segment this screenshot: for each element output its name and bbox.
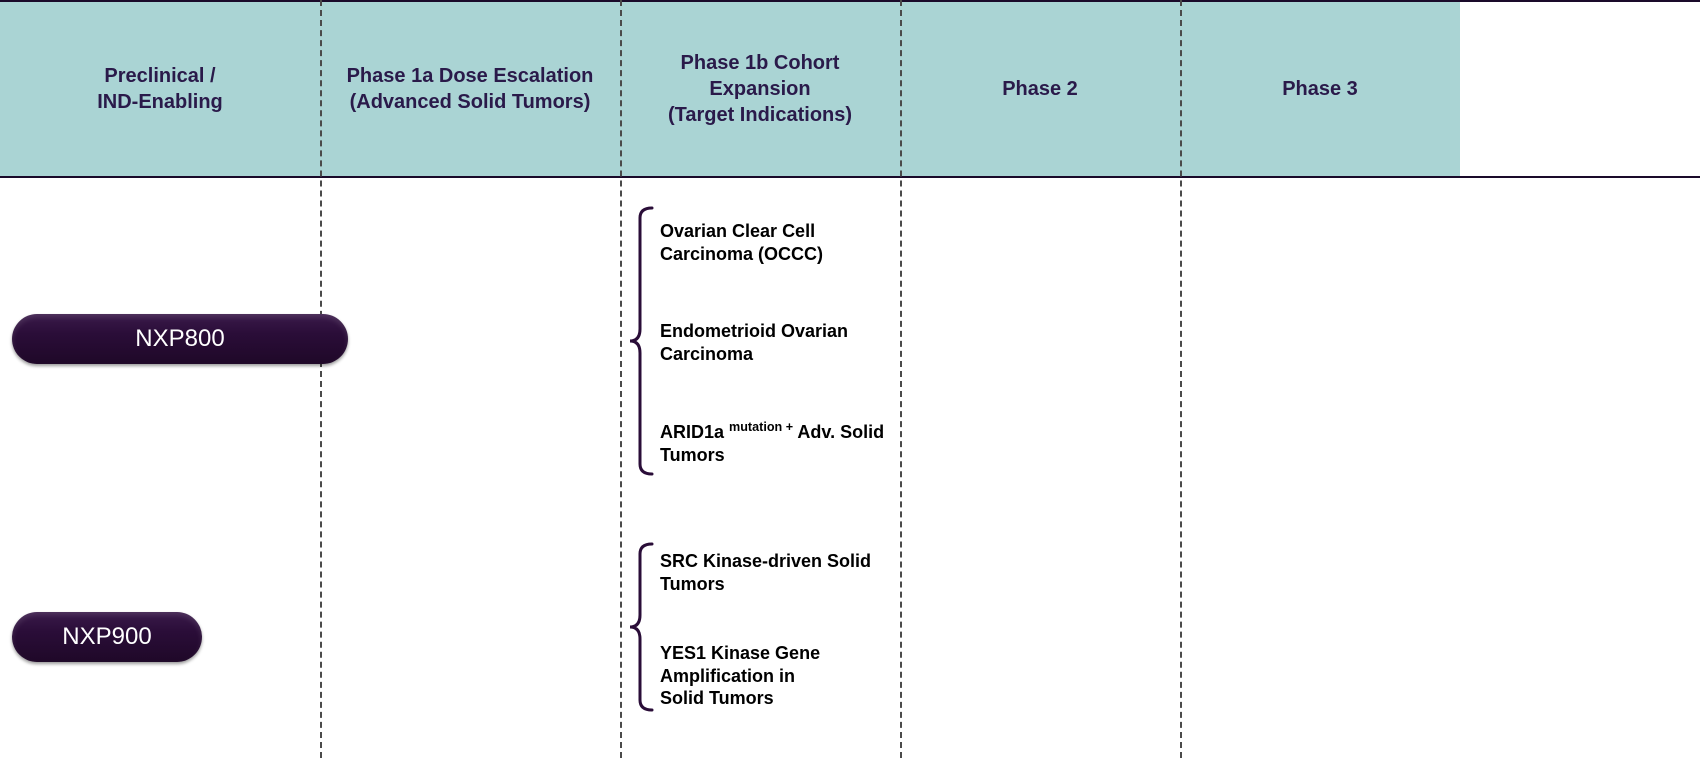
header-row: Preclinical / IND-Enabling Phase 1a Dose… [0,0,1700,178]
header-col-preclinical: Preclinical / IND-Enabling [0,2,320,176]
indication-text: Solid Tumors [660,688,774,708]
indication-src: SRC Kinase-driven Solid Tumors [660,550,871,595]
header-label: Preclinical / [104,65,215,87]
header-col-phase1b: Phase 1b Cohort Expansion (Target Indica… [620,2,900,176]
header-col-phase2: Phase 2 [900,2,1180,176]
indication-text: YES1 Kinase Gene [660,643,820,663]
header-col-phase1a: Phase 1a Dose Escalation (Advanced Solid… [320,2,620,176]
indication-text: Adv. Solid [793,422,884,442]
indication-text: Amplification in [660,666,795,686]
header-label: Phase 1a Dose Escalation [347,65,594,87]
indication-text: Tumors [660,445,725,465]
header-label: IND-Enabling [97,91,223,113]
header-col-phase3: Phase 3 [1180,2,1460,176]
pill-nxp800: NXP800 [12,314,348,364]
header-label: Phase 3 [1282,78,1358,100]
pill-label: NXP900 [62,623,151,651]
brace-nxp900 [628,542,654,712]
indication-yes1: YES1 Kinase Gene Amplification in Solid … [660,642,820,710]
header-label: Phase 2 [1002,78,1078,100]
header-label: (Target Indications) [668,104,852,126]
indication-text: Carcinoma (OCCC) [660,244,823,264]
pill-label: NXP800 [135,325,224,353]
indication-text: Carcinoma [660,344,753,364]
indication-text: ARID1a [660,422,729,442]
header-label: Phase 1b Cohort Expansion [681,52,840,100]
body-area: NXP800 NXP900 Ovarian Clear Cell Carcino… [0,180,1700,758]
brace-nxp800 [628,206,654,476]
indication-occc: Ovarian Clear Cell Carcinoma (OCCC) [660,220,823,265]
indication-superscript: mutation + [729,420,793,434]
header-label: (Advanced Solid Tumors) [350,91,591,113]
indication-text: Endometrioid Ovarian [660,321,848,341]
indication-text: Ovarian Clear Cell [660,221,815,241]
indication-text: Tumors [660,574,725,594]
indication-arid1a: ARID1a mutation + Adv. Solid Tumors [660,420,884,466]
pipeline-chart: Preclinical / IND-Enabling Phase 1a Dose… [0,0,1700,758]
indication-text: SRC Kinase-driven Solid [660,551,871,571]
pill-nxp900: NXP900 [12,612,202,662]
indication-endometrioid: Endometrioid Ovarian Carcinoma [660,320,848,365]
